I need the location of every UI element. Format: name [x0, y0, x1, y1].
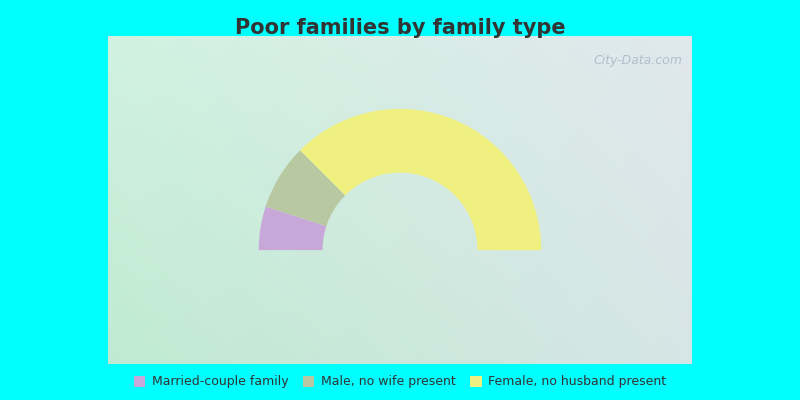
Legend: Married-couple family, Male, no wife present, Female, no husband present: Married-couple family, Male, no wife pre…: [134, 376, 666, 388]
Wedge shape: [266, 150, 346, 226]
Wedge shape: [258, 206, 326, 250]
Text: City-Data.com: City-Data.com: [594, 54, 682, 67]
Wedge shape: [300, 109, 542, 250]
Text: Poor families by family type: Poor families by family type: [234, 18, 566, 38]
